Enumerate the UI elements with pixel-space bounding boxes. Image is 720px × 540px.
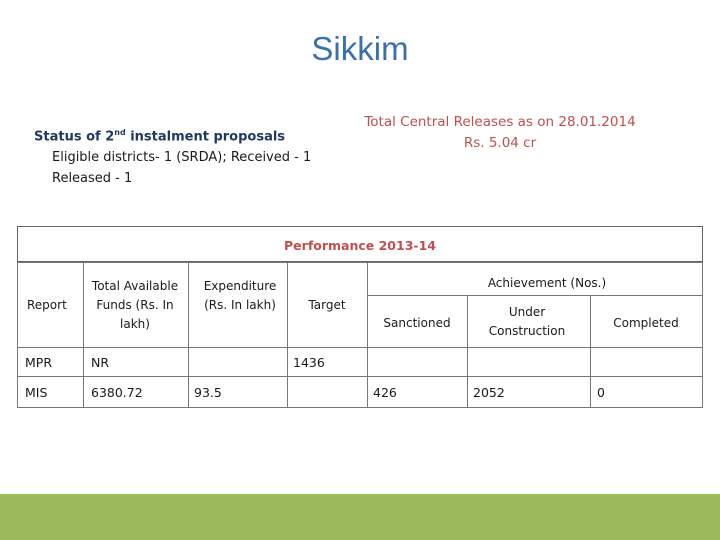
- row-line: [17, 376, 703, 377]
- central-releases-amount: Rs. 5.04 cr: [463, 135, 537, 151]
- cell-funds: 6380.72: [91, 384, 143, 400]
- slide-title: Sikkim: [311, 30, 409, 67]
- header-completed: Completed: [613, 315, 679, 330]
- heading-text: Status of 2: [34, 129, 115, 145]
- footer-bar: [0, 494, 720, 540]
- column-line: [367, 262, 368, 408]
- cell-report: MPR: [25, 354, 53, 370]
- column-line: [702, 262, 703, 408]
- row-line: [17, 347, 703, 348]
- column-line: [188, 262, 189, 408]
- column-line: [590, 295, 591, 408]
- header-expenditure: Expenditure (Rs. In lakh): [203, 279, 277, 312]
- central-releases: Total Central Releases as on 28.01.2014 …: [340, 112, 660, 154]
- row-line: [367, 295, 703, 296]
- released-line: Released - 1: [52, 171, 133, 187]
- instalment-status: Status of 2nd instalment proposals Eligi…: [34, 122, 374, 189]
- cell-sanctioned: 426: [373, 384, 397, 400]
- performance-table: Report Total Available Funds (Rs. In lak…: [17, 262, 703, 408]
- column-line: [287, 262, 288, 408]
- eligible-districts-line: Eligible districts- 1 (SRDA); Received -…: [52, 150, 312, 166]
- row-line: [17, 262, 703, 263]
- cell-target: 1436: [293, 354, 325, 370]
- column-line: [83, 262, 84, 408]
- instalment-status-heading: Status of 2nd instalment proposals: [34, 122, 374, 147]
- header-report: Report: [27, 297, 67, 312]
- cell-funds: NR: [91, 354, 110, 370]
- column-line: [17, 262, 18, 408]
- central-releases-label: Total Central Releases as on 28.01.2014: [364, 114, 636, 130]
- cell-report: MIS: [25, 384, 48, 400]
- header-achievement: Achievement (Nos.): [487, 275, 607, 290]
- cell-completed: 0: [597, 384, 605, 400]
- row-line: [17, 407, 703, 408]
- cell-expenditure: 93.5: [194, 384, 222, 400]
- heading-text-rest: instalment proposals: [125, 129, 286, 145]
- header-under-construction: Under Construction: [488, 305, 566, 338]
- header-total-available-funds: Total Available Funds (Rs. In lakh): [91, 278, 179, 331]
- header-target: Target: [308, 297, 346, 312]
- heading-superscript: nd: [114, 128, 126, 137]
- performance-title: Performance 2013-14: [17, 226, 703, 262]
- column-line: [467, 295, 468, 408]
- cell-under-construction: 2052: [473, 384, 505, 400]
- header-sanctioned: Sanctioned: [383, 315, 451, 330]
